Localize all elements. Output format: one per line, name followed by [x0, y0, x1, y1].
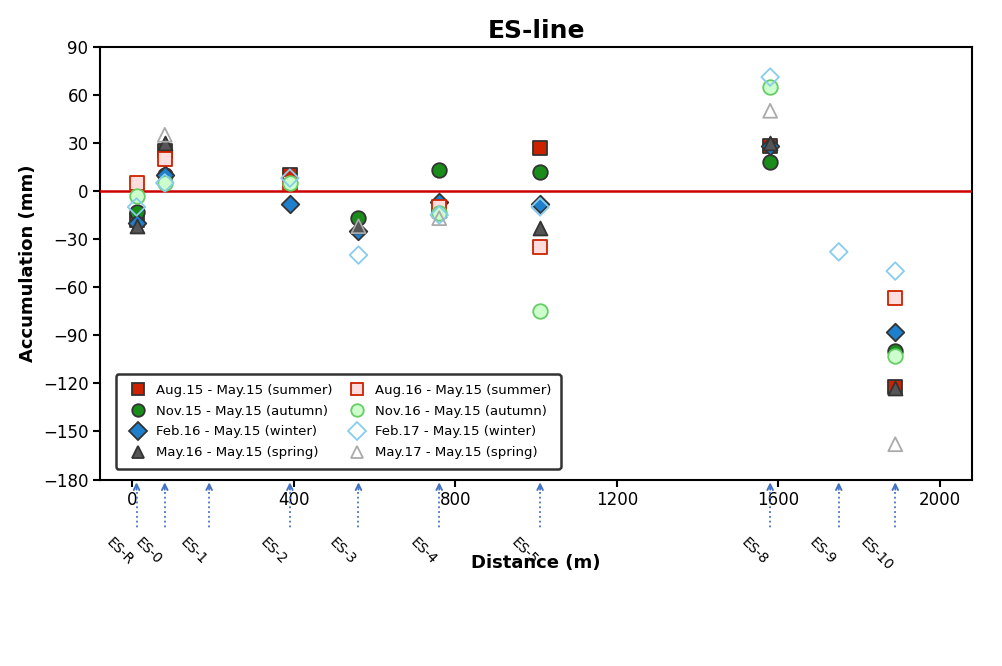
- Point: [156, 129, 172, 140]
- Point: [763, 141, 779, 151]
- Text: ES-0: ES-0: [133, 535, 164, 567]
- Point: [887, 293, 903, 304]
- Point: [156, 178, 172, 188]
- Point: [351, 213, 367, 224]
- Text: ES-1: ES-1: [177, 535, 209, 567]
- Point: [763, 72, 779, 83]
- Point: [431, 165, 447, 175]
- Point: [431, 210, 447, 220]
- Point: [282, 170, 298, 180]
- Point: [763, 105, 779, 116]
- Point: [763, 137, 779, 148]
- Point: [351, 250, 367, 260]
- Y-axis label: Accumulation (mm): Accumulation (mm): [19, 165, 37, 362]
- Text: ES-R: ES-R: [104, 535, 136, 568]
- Point: [887, 327, 903, 338]
- Point: [887, 381, 903, 392]
- Point: [763, 81, 779, 92]
- Text: ES-9: ES-9: [807, 535, 839, 567]
- Title: ES-line: ES-line: [487, 19, 585, 43]
- Point: [156, 137, 172, 148]
- Point: [831, 246, 847, 257]
- Point: [351, 221, 367, 232]
- Point: [532, 166, 548, 177]
- Point: [887, 383, 903, 394]
- Text: Distance (m): Distance (m): [471, 553, 601, 572]
- Point: [887, 346, 903, 356]
- Point: [128, 178, 144, 188]
- Point: [128, 206, 144, 217]
- Point: [282, 178, 298, 188]
- Point: [128, 214, 144, 225]
- Point: [431, 197, 447, 208]
- Text: ES-2: ES-2: [258, 535, 290, 567]
- Point: [351, 221, 367, 232]
- Point: [532, 143, 548, 153]
- Point: [431, 202, 447, 212]
- Text: ES-4: ES-4: [407, 535, 439, 567]
- Legend: Aug.15 - May.15 (summer), Nov.15 - May.15 (autumn), Feb.16 - May.15 (winter), Ma: Aug.15 - May.15 (summer), Nov.15 - May.1…: [115, 374, 561, 469]
- Point: [128, 190, 144, 201]
- Text: ES-3: ES-3: [327, 535, 359, 567]
- Point: [282, 178, 298, 188]
- Point: [128, 202, 144, 212]
- Point: [156, 154, 172, 165]
- Point: [532, 306, 548, 316]
- Point: [532, 198, 548, 209]
- Point: [128, 218, 144, 228]
- Point: [156, 170, 172, 180]
- Point: [431, 213, 447, 224]
- Point: [887, 439, 903, 450]
- Point: [431, 208, 447, 218]
- Point: [128, 221, 144, 232]
- Point: [763, 141, 779, 151]
- Point: [431, 205, 447, 216]
- Point: [351, 226, 367, 236]
- Text: ES-10: ES-10: [857, 535, 895, 574]
- Point: [532, 202, 548, 212]
- Point: [763, 157, 779, 167]
- Point: [156, 145, 172, 156]
- Point: [532, 242, 548, 252]
- Point: [282, 172, 298, 183]
- Point: [282, 198, 298, 209]
- Point: [156, 170, 172, 180]
- Point: [887, 266, 903, 276]
- Text: ES-8: ES-8: [738, 535, 771, 567]
- Point: [887, 351, 903, 362]
- Point: [156, 178, 172, 188]
- Point: [532, 222, 548, 233]
- Text: ES-5: ES-5: [508, 535, 540, 567]
